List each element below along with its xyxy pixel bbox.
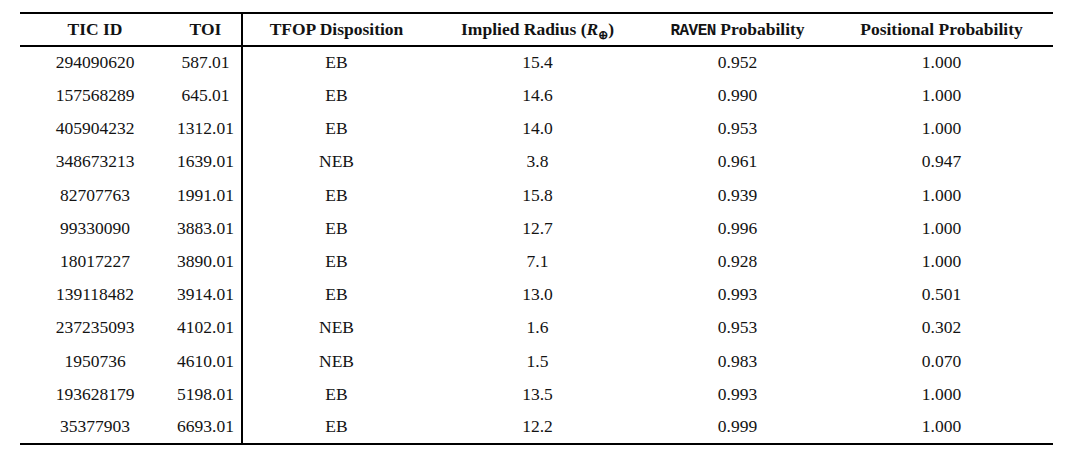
paper-table-page: TIC ID TOI TFOP Disposition Implied Radi… xyxy=(0,0,1080,460)
cell-tic-id: 18017227 xyxy=(20,245,170,278)
cell-tfop-disposition: NEB xyxy=(242,345,430,378)
cell-toi: 1312.01 xyxy=(170,112,242,145)
header-implied-radius: Implied Radius (R⊕) xyxy=(430,13,645,46)
cell-positional-probability: 0.501 xyxy=(830,278,1053,311)
cell-tic-id: 82707763 xyxy=(20,179,170,212)
table-row: 157568289 645.01 EB 14.6 0.990 1.000 xyxy=(20,79,1053,112)
cell-positional-probability: 1.000 xyxy=(830,245,1053,278)
cell-implied-radius: 14.0 xyxy=(430,112,645,145)
cell-tfop-disposition: EB xyxy=(242,378,430,411)
cell-toi: 4610.01 xyxy=(170,345,242,378)
table-row: 294090620 587.01 EB 15.4 0.952 1.000 xyxy=(20,46,1053,79)
cell-raven-probability: 0.993 xyxy=(645,278,830,311)
cell-toi: 3890.01 xyxy=(170,245,242,278)
cell-raven-probability: 0.999 xyxy=(645,411,830,444)
cell-positional-probability: 1.000 xyxy=(830,378,1053,411)
header-tfop-disposition: TFOP Disposition xyxy=(242,13,430,46)
header-tic-id: TIC ID xyxy=(20,13,170,46)
cell-tic-id: 1950736 xyxy=(20,345,170,378)
cell-toi: 3914.01 xyxy=(170,278,242,311)
cell-tfop-disposition: NEB xyxy=(242,146,430,179)
cell-implied-radius: 1.6 xyxy=(430,312,645,345)
cell-tfop-disposition: EB xyxy=(242,179,430,212)
cell-implied-radius: 14.6 xyxy=(430,79,645,112)
cell-positional-probability: 0.947 xyxy=(830,146,1053,179)
cell-tic-id: 294090620 xyxy=(20,46,170,79)
cell-raven-probability: 0.952 xyxy=(645,46,830,79)
cell-implied-radius: 3.8 xyxy=(430,146,645,179)
header-positional-probability: Positional Probability xyxy=(830,13,1053,46)
cell-tfop-disposition: NEB xyxy=(242,312,430,345)
table-row: 139118482 3914.01 EB 13.0 0.993 0.501 xyxy=(20,278,1053,311)
cell-positional-probability: 1.000 xyxy=(830,79,1053,112)
cell-positional-probability: 0.070 xyxy=(830,345,1053,378)
raven-probability-label: Probability xyxy=(716,19,805,39)
cell-tic-id: 157568289 xyxy=(20,79,170,112)
cell-tic-id: 99330090 xyxy=(20,212,170,245)
earth-symbol: ⊕ xyxy=(598,28,608,42)
cell-toi: 1991.01 xyxy=(170,179,242,212)
cell-positional-probability: 1.000 xyxy=(830,212,1053,245)
cell-implied-radius: 1.5 xyxy=(430,345,645,378)
cell-toi: 6693.01 xyxy=(170,411,242,444)
cell-tfop-disposition: EB xyxy=(242,245,430,278)
cell-implied-radius: 12.7 xyxy=(430,212,645,245)
cell-toi: 3883.01 xyxy=(170,212,242,245)
cell-implied-radius: 15.8 xyxy=(430,179,645,212)
table-row: 1950736 4610.01 NEB 1.5 0.983 0.070 xyxy=(20,345,1053,378)
cell-positional-probability: 1.000 xyxy=(830,112,1053,145)
table-row: 237235093 4102.01 NEB 1.6 0.953 0.302 xyxy=(20,312,1053,345)
cell-raven-probability: 0.939 xyxy=(645,179,830,212)
header-toi: TOI xyxy=(170,13,242,46)
table-row: 405904232 1312.01 EB 14.0 0.953 1.000 xyxy=(20,112,1053,145)
cell-implied-radius: 7.1 xyxy=(430,245,645,278)
cell-implied-radius: 12.2 xyxy=(430,411,645,444)
table-row: 18017227 3890.01 EB 7.1 0.928 1.000 xyxy=(20,245,1053,278)
cell-raven-probability: 0.993 xyxy=(645,378,830,411)
cell-positional-probability: 0.302 xyxy=(830,312,1053,345)
cell-toi: 587.01 xyxy=(170,46,242,79)
cell-toi: 5198.01 xyxy=(170,378,242,411)
cell-tic-id: 35377903 xyxy=(20,411,170,444)
cell-tfop-disposition: EB xyxy=(242,79,430,112)
table-row: 82707763 1991.01 EB 15.8 0.939 1.000 xyxy=(20,179,1053,212)
cell-tic-id: 348673213 xyxy=(20,146,170,179)
header-raven-probability: RAVEN Probability xyxy=(645,13,830,46)
table-row: 99330090 3883.01 EB 12.7 0.996 1.000 xyxy=(20,212,1053,245)
cell-positional-probability: 1.000 xyxy=(830,46,1053,79)
table-row: 35377903 6693.01 EB 12.2 0.999 1.000 xyxy=(20,411,1053,444)
implied-radius-prefix: Implied Radius ( xyxy=(461,19,586,39)
cell-tic-id: 139118482 xyxy=(20,278,170,311)
cell-raven-probability: 0.983 xyxy=(645,345,830,378)
tfop-disposition-table: TIC ID TOI TFOP Disposition Implied Radi… xyxy=(20,12,1053,445)
radius-symbol: R xyxy=(586,19,598,39)
cell-toi: 645.01 xyxy=(170,79,242,112)
implied-radius-suffix: ) xyxy=(608,19,614,39)
cell-tfop-disposition: EB xyxy=(242,411,430,444)
cell-tfop-disposition: EB xyxy=(242,46,430,79)
cell-implied-radius: 13.5 xyxy=(430,378,645,411)
table-row: 193628179 5198.01 EB 13.5 0.993 1.000 xyxy=(20,378,1053,411)
cell-tfop-disposition: EB xyxy=(242,212,430,245)
cell-implied-radius: 15.4 xyxy=(430,46,645,79)
cell-tic-id: 193628179 xyxy=(20,378,170,411)
raven-word: RAVEN xyxy=(670,22,716,40)
cell-toi: 1639.01 xyxy=(170,146,242,179)
cell-raven-probability: 0.953 xyxy=(645,112,830,145)
cell-raven-probability: 0.961 xyxy=(645,146,830,179)
cell-raven-probability: 0.996 xyxy=(645,212,830,245)
cell-positional-probability: 1.000 xyxy=(830,179,1053,212)
cell-tic-id: 405904232 xyxy=(20,112,170,145)
cell-tfop-disposition: EB xyxy=(242,112,430,145)
cell-tfop-disposition: EB xyxy=(242,278,430,311)
cell-raven-probability: 0.928 xyxy=(645,245,830,278)
table-row: 348673213 1639.01 NEB 3.8 0.961 0.947 xyxy=(20,146,1053,179)
cell-raven-probability: 0.953 xyxy=(645,312,830,345)
cell-toi: 4102.01 xyxy=(170,312,242,345)
header-row: TIC ID TOI TFOP Disposition Implied Radi… xyxy=(20,13,1053,46)
cell-tic-id: 237235093 xyxy=(20,312,170,345)
cell-implied-radius: 13.0 xyxy=(430,278,645,311)
cell-positional-probability: 1.000 xyxy=(830,411,1053,444)
cell-raven-probability: 0.990 xyxy=(645,79,830,112)
